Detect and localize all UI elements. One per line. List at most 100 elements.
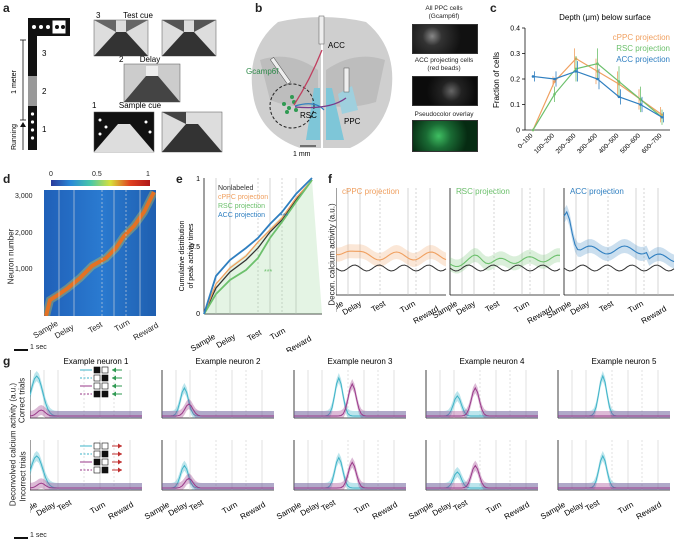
panel-g-xtick: Turn bbox=[617, 500, 635, 516]
panel-g-trace bbox=[30, 482, 142, 489]
panel-g-band bbox=[162, 399, 274, 418]
chart-e-ytick-0: 0 bbox=[196, 311, 200, 318]
colorbar-tick-1: 1 bbox=[146, 171, 150, 178]
heatmap-scalebar bbox=[14, 349, 28, 351]
scale-label: 1 mm bbox=[293, 151, 311, 158]
chart-c-title: Depth (μm) below surface bbox=[559, 13, 651, 22]
maze-stem-test bbox=[28, 36, 37, 76]
heatmap-xtick-test: Test bbox=[86, 319, 104, 336]
row-label-correct: Correct trials bbox=[17, 377, 27, 424]
panel-f-xtick: Delay bbox=[569, 299, 591, 317]
acc-label: ACC bbox=[328, 41, 345, 50]
chart-c-xtick: 400–500 bbox=[598, 132, 621, 155]
depth-chart: Depth (μm) below surface Fraction of cel… bbox=[492, 13, 670, 155]
panel-f-band bbox=[336, 244, 446, 267]
panel-g-trace bbox=[558, 374, 670, 417]
panel-g-xtick: Delay bbox=[299, 500, 321, 518]
running-label: Running bbox=[11, 124, 18, 150]
panel-g-scale-label: 1 sec bbox=[30, 532, 47, 539]
panel-g-xtick: Reward bbox=[107, 500, 135, 522]
colorbar-tick-0: 0 bbox=[49, 171, 53, 178]
img-title-2: ACC projecting cells (red beads) bbox=[414, 57, 474, 72]
panel-g-band bbox=[558, 483, 670, 490]
chart-e-xtick-sample: Sample bbox=[189, 332, 217, 352]
chart-c-xtick: 100–200 bbox=[533, 132, 556, 155]
chart-c-legend: ACC projection bbox=[616, 55, 670, 64]
panel-f-xtick: Test bbox=[370, 299, 388, 315]
panel-g-band bbox=[426, 460, 538, 490]
vr-scene-sample-1 bbox=[93, 111, 155, 153]
panel-f-title: cPPC projection bbox=[342, 187, 399, 196]
legend-acc: ACC projection bbox=[218, 212, 265, 219]
heatmap-ytick-3000: 3,000 bbox=[15, 193, 33, 200]
scene-title-sample: Sample cue bbox=[119, 101, 162, 110]
panel-g-xtick: Reward bbox=[635, 500, 663, 522]
panel-g-trace bbox=[162, 477, 274, 489]
chart-e-xtick-reward: Reward bbox=[285, 334, 313, 352]
panel-g-xtick: Test bbox=[188, 498, 206, 514]
acc-injection-pipette bbox=[318, 15, 325, 45]
panel-g-band bbox=[162, 473, 274, 490]
panel-g-xtick: Turn bbox=[485, 500, 503, 516]
chart-c-point bbox=[531, 128, 535, 132]
chart-c-point bbox=[596, 62, 599, 65]
panel-d-label: d bbox=[3, 172, 11, 186]
rsc-label: RSC bbox=[300, 111, 317, 120]
chart-c-xtick: 500–600 bbox=[619, 132, 642, 155]
panel-g-xtick: Turn bbox=[353, 500, 371, 516]
chart-c-point bbox=[617, 95, 621, 99]
legend-nonlabeled: Nonlabeled bbox=[218, 185, 254, 192]
panel-g-xtick: Test bbox=[56, 498, 74, 514]
stage-num-3: 3 bbox=[42, 49, 47, 58]
panel-b-label: b bbox=[255, 1, 263, 15]
chart-e-xtick-delay: Delay bbox=[215, 332, 237, 350]
curve-nonlabeled bbox=[203, 179, 313, 315]
heatmap-xtick-reward: Reward bbox=[131, 320, 160, 343]
panel-g-title: Example neuron 2 bbox=[196, 357, 261, 366]
panel-g-trace bbox=[426, 386, 538, 417]
maze-stem-sample bbox=[28, 106, 37, 150]
panel-g-xtick: Reward bbox=[503, 500, 531, 522]
panel-f-xtick: Turn bbox=[627, 299, 645, 315]
panel-g-xtick: Delay bbox=[431, 500, 453, 518]
chart-c-xtick: 0–100 bbox=[517, 132, 535, 150]
panel-f-trace bbox=[563, 210, 675, 263]
panel-f-xtick: Test bbox=[484, 299, 502, 315]
panel-g-ylabel: Deconvolved calcium activity (a.u.) bbox=[8, 382, 18, 507]
panel-f-baseline bbox=[563, 264, 675, 272]
vr-scene-sample-2 bbox=[161, 111, 223, 153]
chart-c-point bbox=[596, 77, 599, 81]
panel-g-title: Example neuron 3 bbox=[328, 357, 393, 366]
panel-f-xtick: Delay bbox=[341, 299, 363, 317]
panel-g-band bbox=[162, 460, 274, 490]
panel-g-band bbox=[558, 451, 670, 490]
curve-rsc bbox=[203, 179, 313, 315]
vr-scene-delay bbox=[123, 63, 181, 103]
panel-g-xtick: Test bbox=[584, 498, 602, 514]
chart-c-point bbox=[574, 67, 578, 71]
heatmap-diagonal bbox=[44, 191, 156, 316]
panel-g-trace bbox=[294, 382, 406, 417]
panel-a-label: a bbox=[3, 1, 10, 15]
gcamp-pipette bbox=[269, 57, 292, 85]
chart-e-xtick-turn: Turn bbox=[269, 326, 287, 342]
chart-c-ytick: 0.4 bbox=[510, 26, 520, 33]
panel-g-band bbox=[30, 478, 142, 490]
panel-f-band bbox=[450, 248, 560, 274]
chart-c-xtick: 300–400 bbox=[576, 132, 599, 155]
panel-g-band bbox=[294, 379, 406, 418]
chart-c-xtick: 600–700 bbox=[641, 132, 664, 155]
panel-g-band bbox=[426, 391, 538, 418]
gcamp-label: Gcamp6f bbox=[246, 67, 279, 76]
panel-f-baseline bbox=[449, 264, 561, 272]
chart-c-point bbox=[617, 80, 621, 83]
panel-e-label: e bbox=[176, 172, 183, 186]
panel-g-scalebar bbox=[14, 537, 28, 539]
chart-e-ytick-half: 0.5 bbox=[190, 244, 200, 251]
panel-g-trace bbox=[294, 461, 406, 489]
chart-c-legend: cPPC projection bbox=[613, 33, 670, 42]
scene-num-1: 1 bbox=[92, 101, 97, 110]
scene-title-delay: Delay bbox=[140, 55, 160, 64]
panel-g-xtick: Turn bbox=[89, 500, 107, 516]
